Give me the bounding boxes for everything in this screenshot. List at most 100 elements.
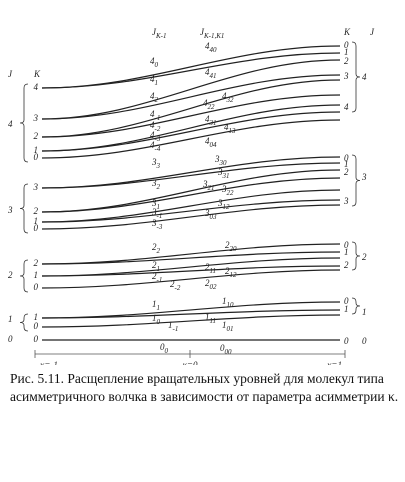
level-label-sub: 2 [157,183,161,191]
level-label: 101 [222,320,234,333]
column-header: JK-1,K1 [200,27,224,40]
energy-level-curve [41,251,341,265]
energy-level-curve [41,119,341,159]
level-label: 32 [151,178,161,191]
axis-label: κ=-1 [40,360,58,365]
axis-label: κ=1 [327,360,342,365]
energy-level-curve [41,45,341,89]
level-label: 212 [225,266,237,279]
right-k-label: 4 [344,102,349,112]
right-brace [351,41,361,113]
right-k-label: 1 [344,304,349,314]
left-k-label: 0 [34,321,39,331]
level-label-sub: 41 [210,72,217,80]
level-label-main: 2 [205,278,210,288]
level-label-main: 4 [150,56,155,66]
level-label-sub: 04 [210,141,218,149]
level-label: 303 [204,208,217,221]
level-label-sub: 32 [226,96,235,104]
level-label-main: 3 [217,167,223,177]
left-j-label: 2 [8,270,13,280]
energy-level-curve [41,94,341,138]
level-label-sub: 40 [210,46,218,54]
level-label: 4-2 [150,120,161,133]
energy-level-curve [41,104,341,152]
level-label-sub: -2 [155,125,161,133]
left-k-label: 4 [34,82,39,92]
level-label-sub: 0 [157,318,161,326]
left-brace [19,83,29,163]
level-label-main: 4 [203,98,208,108]
energy-level-curve [41,59,341,120]
level-label-sub: -1 [157,212,163,220]
level-label-sub: -1 [157,276,163,284]
left-k-label: 1 [34,216,39,226]
level-label-main: 4 [224,122,229,132]
level-label-main: 4 [150,130,155,140]
column-header-main: J [152,27,157,37]
level-label-main: 2 [225,266,230,276]
level-label: 11 [152,299,160,312]
level-label: 432 [222,91,234,104]
level-label-main: 4 [150,74,155,84]
level-label-main: 3 [151,178,157,188]
column-header: JK-1 [152,27,167,40]
energy-level-curve [41,74,341,120]
level-label-sub: 01 [227,325,234,333]
right-j-label: 3 [361,172,367,182]
level-label-sub: 20 [230,245,238,253]
caption: Рис. 5.11. Расщепление вращательных уров… [10,371,399,404]
level-label: 110 [222,296,234,309]
energy-level-curve [41,269,341,289]
level-label-main: 1 [152,313,157,323]
level-label: 331 [217,167,230,180]
energy-level-curve [41,199,341,223]
level-label-sub: 0 [165,347,169,355]
level-label-sub: 13 [229,127,237,135]
left-k-label: 0 [34,282,39,292]
level-label: 2-2 [170,279,181,292]
left-k-label: 2 [34,258,39,268]
left-k-label: 3 [33,113,39,123]
level-label-sub: 1 [155,79,159,87]
level-label-sub: 12 [223,203,231,211]
right-brace [351,154,361,207]
level-label-sub: 31 [209,119,217,127]
level-label-main: 2 [152,271,157,281]
level-label: 42 [150,91,159,104]
level-label-main: 3 [151,198,157,208]
right-k-label: 3 [343,196,349,206]
column-header-main: J [200,27,205,37]
level-label-main: 2 [152,242,157,252]
diagram: JK-1 JK-1,K1J KK J4443210012344041424-14-24… [7,27,375,365]
right-k-label: 0 [344,153,349,163]
level-label: 1-1 [168,320,178,333]
left-k-label: 0 [34,223,39,233]
left-k-label: 1 [34,312,39,322]
level-label-main: 3 [204,208,210,218]
level-label-sub: -3 [155,135,161,143]
level-label-sub: 03 [210,213,218,221]
level-label-main: 3 [151,207,157,217]
level-label-main: 1 [168,320,173,330]
right-k-label: 1 [344,47,349,57]
energy-level-curve [41,162,341,189]
level-label: 21 [152,260,160,273]
level-label: 422 [203,98,215,111]
level-label-sub: -3 [157,223,163,231]
left-brace [19,183,29,234]
level-label-main: 1 [152,299,157,309]
level-label-main: 4 [150,91,155,101]
left-k-label: 2 [34,131,39,141]
level-label: 321 [202,179,215,192]
right-brace [351,241,361,271]
level-label-main: 4 [150,109,155,119]
right-k-label: 0 [344,240,349,250]
level-label-main: 4 [205,136,210,146]
right-k-label: 0 [344,40,349,50]
right-header-k: K [343,27,351,37]
right-brace [351,297,361,315]
level-label: 40 [150,56,159,69]
level-label-main: 3 [151,157,157,167]
level-label: 41 [150,74,158,87]
